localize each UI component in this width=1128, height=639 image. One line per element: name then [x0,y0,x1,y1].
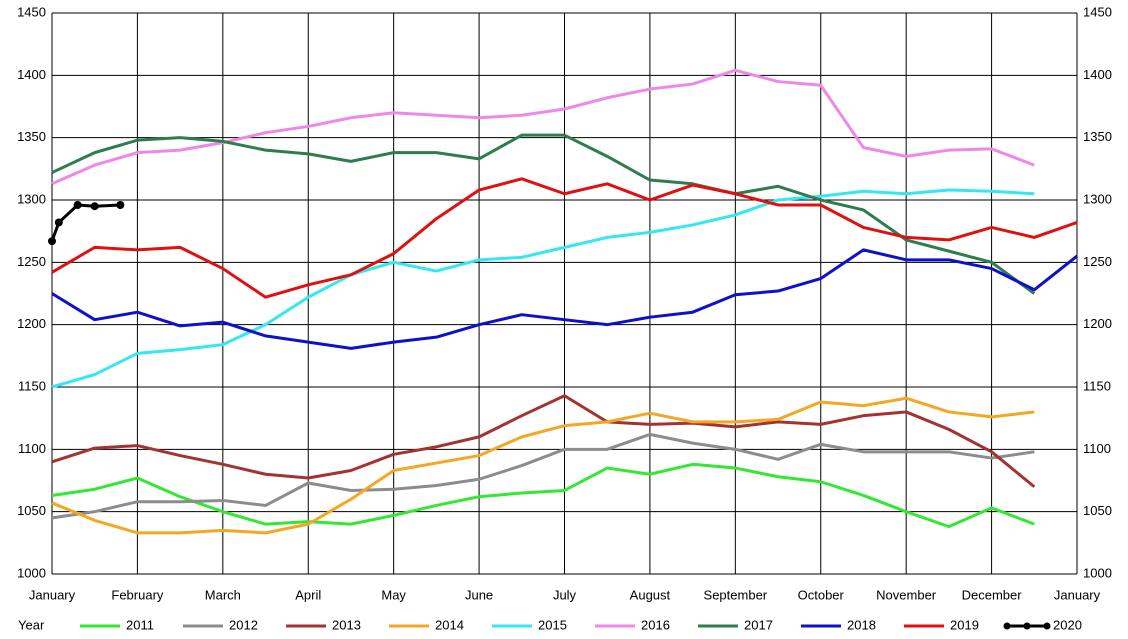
y-tick-label: 1400 [17,67,46,82]
legend-label: 2019 [950,617,979,632]
y2-tick-label: 1000 [1083,565,1112,580]
x-tick-label: August [630,587,671,602]
series-line [51,133,1036,295]
x-tick-label: January [1054,587,1101,602]
y2-tick-label: 1400 [1083,67,1112,82]
x-tick-label: March [205,587,241,602]
y-tick-label: 1350 [17,129,46,144]
y2-tick-label: 1100 [1083,441,1111,456]
x-tick-label: September [704,587,768,602]
x-tick-label: January [29,587,76,602]
series-line [51,462,1035,529]
point [73,200,82,209]
x-tick-label: May [381,587,406,602]
legend-marker [1023,622,1031,630]
point [90,202,99,211]
x-tick-label: June [465,587,493,602]
series-line [51,68,1035,186]
legend-label: 2018 [847,617,876,632]
y2-tick-label: 1350 [1083,129,1112,144]
point [116,200,125,209]
y-tick-label: 1200 [17,316,46,331]
x-tick-label: July [553,587,577,602]
y2-tick-label: 1150 [1083,378,1111,393]
y2-tick-label: 1250 [1083,254,1112,269]
legend-label: 2013 [332,617,361,632]
legend-label: 2011 [126,617,154,632]
legend-label: 2012 [229,617,258,632]
y-tick-label: 1450 [17,4,46,19]
legend-label: 2014 [435,617,464,632]
y2-tick-label: 1200 [1083,316,1112,331]
y-tick-label: 1000 [17,565,46,580]
series-line [51,396,1035,535]
y-tick-label: 1150 [18,378,46,393]
series-line [51,188,1035,389]
x-tick-label: February [111,587,164,602]
y2-tick-label: 1450 [1083,4,1112,19]
y-tick-label: 1050 [17,503,46,518]
y2-tick-label: 1050 [1083,503,1112,518]
legend-label: 2015 [538,617,567,632]
y-tick-label: 1100 [18,441,46,456]
x-tick-label: October [798,587,845,602]
legend-label: 2020 [1053,617,1082,632]
point [54,218,63,227]
series-line [51,177,1078,299]
point [48,237,56,246]
legend-label: 2016 [641,617,670,632]
y-tick-label: 1250 [17,254,46,269]
legend-title: Year [18,617,45,632]
x-tick-label: April [295,587,321,602]
legend-marker [1003,622,1011,630]
x-tick-label: December [962,587,1023,602]
x-tick-label: November [876,587,937,602]
y2-tick-label: 1300 [1083,191,1112,206]
y-tick-label: 1300 [17,191,46,206]
legend-marker [1043,622,1051,630]
legend-label: 2017 [744,617,773,632]
series-line [51,394,1036,488]
series-line [51,432,1035,520]
series-line [51,248,1078,350]
